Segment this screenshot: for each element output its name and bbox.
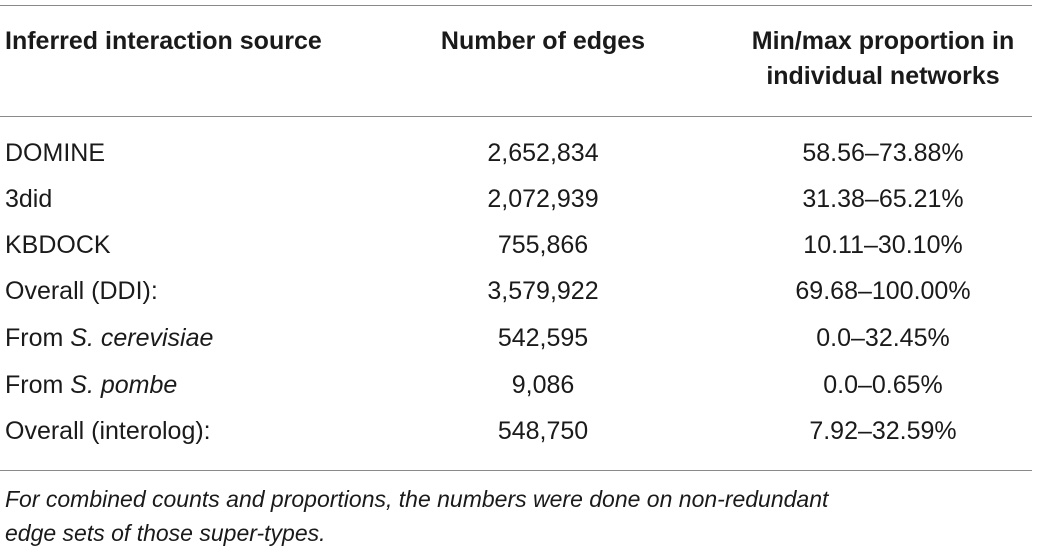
- table-row: DOMINE 2,652,834 58.56–73.88%: [0, 130, 1040, 176]
- edges-cell: 2,652,834: [487, 139, 599, 167]
- header-proportion-line2: individual networks: [766, 62, 1000, 90]
- table-bottom-rule: [0, 470, 1032, 471]
- header-rule: [0, 116, 1032, 117]
- source-cell: Overall (interolog):: [5, 417, 211, 445]
- header-proportion-line1: Min/max proportion in: [751, 27, 1015, 55]
- table-row: From S. cerevisiae 542,595 0.0–32.45%: [0, 315, 1040, 361]
- table-row: 3did 2,072,939 31.38–65.21%: [0, 176, 1040, 222]
- source-cell: From S. pombe: [5, 371, 178, 399]
- edges-cell: 548,750: [497, 417, 589, 445]
- proportion-cell: 7.92–32.59%: [809, 417, 957, 445]
- source-cell: From S. cerevisiae: [5, 324, 214, 352]
- edges-cell: 755,866: [497, 231, 589, 259]
- proportion-cell: 0.0–0.65%: [823, 371, 943, 399]
- header-proportion: Min/max proportion in individual network…: [733, 24, 1033, 94]
- table-row: Overall (DDI): 3,579,922 69.68–100.00%: [0, 268, 1040, 314]
- table-row: From S. pombe 9,086 0.0–0.65%: [0, 362, 1040, 408]
- header-edges: Number of edges: [440, 27, 646, 55]
- footnote-line1: For combined counts and proportions, the…: [5, 486, 829, 512]
- table-footnote: For combined counts and proportions, the…: [5, 482, 1035, 550]
- source-cell: 3did: [5, 185, 53, 213]
- proportion-cell: 31.38–65.21%: [802, 185, 964, 213]
- table-top-rule: [0, 5, 1032, 6]
- table-row: KBDOCK 755,866 10.11–30.10%: [0, 222, 1040, 268]
- header-source: Inferred interaction source: [5, 27, 322, 55]
- footnote-line2: edge sets of those super-types.: [5, 520, 326, 546]
- source-cell: KBDOCK: [5, 231, 111, 259]
- source-cell: Overall (DDI):: [5, 277, 158, 305]
- edges-cell: 9,086: [511, 371, 575, 399]
- edges-cell: 542,595: [497, 324, 589, 352]
- source-cell: DOMINE: [5, 139, 105, 167]
- proportion-cell: 69.68–100.00%: [795, 277, 971, 305]
- table-row: Overall (interolog): 548,750 7.92–32.59%: [0, 408, 1040, 454]
- edges-cell: 2,072,939: [487, 185, 599, 213]
- proportion-cell: 10.11–30.10%: [803, 231, 963, 259]
- proportion-cell: 0.0–32.45%: [816, 324, 950, 352]
- edges-cell: 3,579,922: [487, 277, 599, 305]
- proportion-cell: 58.56–73.88%: [802, 139, 964, 167]
